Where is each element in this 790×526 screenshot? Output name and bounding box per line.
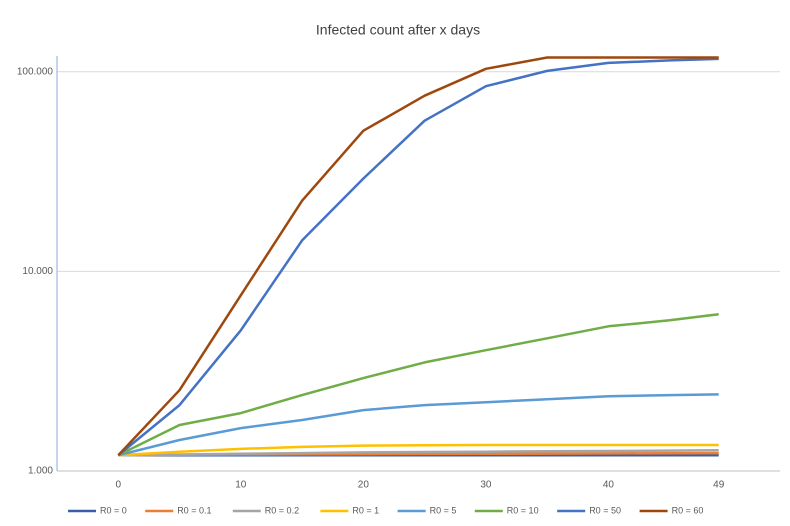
legend-label: R0 = 0.1 bbox=[177, 505, 211, 515]
x-tick-label: 49 bbox=[713, 480, 725, 491]
series-line bbox=[117, 393, 719, 457]
legend-label: R0 = 5 bbox=[430, 505, 457, 515]
series-line bbox=[118, 443, 719, 457]
legend-label: R0 = 0.2 bbox=[265, 505, 299, 515]
series-line bbox=[117, 56, 719, 457]
x-tick-label: 20 bbox=[358, 480, 370, 491]
legend-label: R0 = 10 bbox=[507, 505, 539, 515]
legend-label: R0 = 50 bbox=[589, 505, 621, 515]
legend-label: R0 = 1 bbox=[352, 505, 379, 515]
series-line bbox=[117, 57, 719, 457]
x-tick-label: 40 bbox=[603, 480, 615, 491]
legend-label: R0 = 60 bbox=[672, 505, 704, 515]
chart-title: Infected count after x days bbox=[316, 22, 480, 38]
x-tick-label: 0 bbox=[115, 480, 121, 491]
y-tick-label: 1.000 bbox=[28, 466, 53, 477]
series-line bbox=[118, 449, 719, 457]
series-line bbox=[117, 312, 719, 457]
y-tick-label: 100.000 bbox=[17, 66, 54, 77]
x-tick-label: 30 bbox=[480, 480, 492, 491]
legend-label: R0 = 0 bbox=[100, 505, 127, 515]
x-tick-label: 10 bbox=[235, 480, 247, 491]
y-tick-label: 10.000 bbox=[22, 266, 53, 277]
